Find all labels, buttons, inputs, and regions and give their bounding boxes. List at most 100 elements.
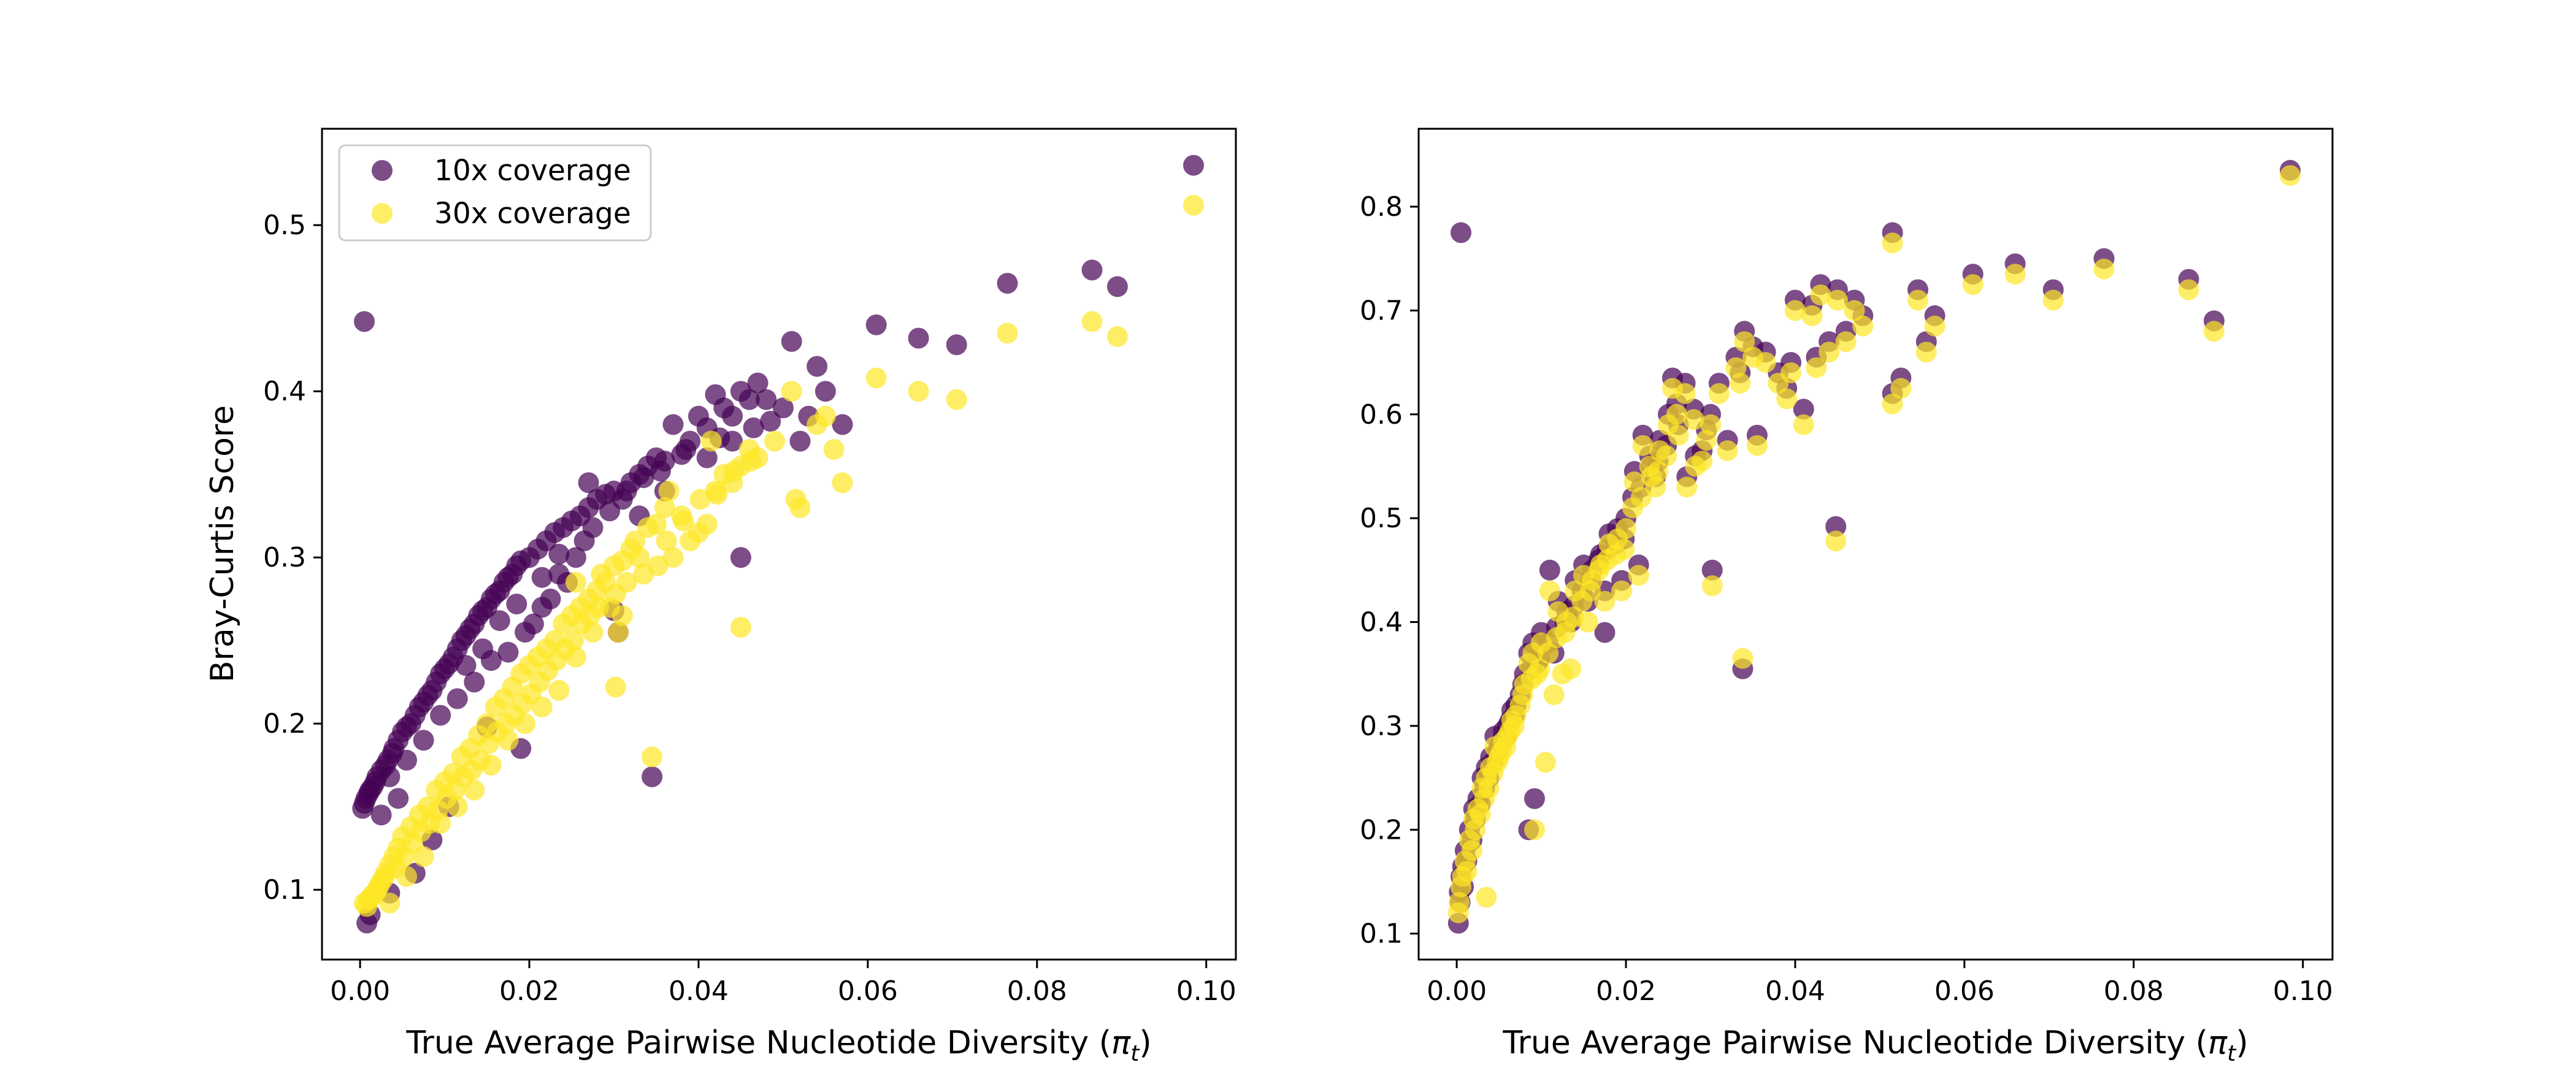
point-30x — [700, 430, 722, 452]
point-10x — [760, 411, 781, 432]
point-30x — [1725, 357, 1747, 378]
point-30x — [1852, 315, 1874, 337]
point-10x — [1701, 559, 1723, 581]
x-tick-label: 0.08 — [1007, 976, 1067, 1007]
legend-marker-10x — [372, 160, 393, 181]
chart-right-points — [1447, 159, 2301, 934]
point-10x — [807, 356, 828, 377]
point-30x — [1810, 284, 1831, 305]
point-30x — [605, 676, 626, 698]
chart-left-y-axis-label: Bray-Curtis Score — [204, 405, 241, 682]
point-30x — [1628, 565, 1649, 586]
chart-left-y-ticks: 0.1 0.2 0.3 0.4 0.5 — [263, 210, 322, 906]
point-10x — [747, 372, 769, 394]
point-30x — [599, 597, 621, 618]
point-10x — [722, 405, 743, 427]
chart-left-x-axis-label-symbol: π — [1111, 1025, 1131, 1061]
legend-frame — [338, 144, 652, 242]
point-30x — [807, 414, 828, 435]
point-10x — [515, 622, 536, 643]
x-tick-label: 0.02 — [499, 976, 559, 1007]
point-30x — [464, 779, 485, 801]
point-30x — [673, 510, 694, 532]
chart-right-y-ticks: 0.1 0.2 0.3 0.4 0.5 0.6 0.7 0.8 — [1360, 191, 1419, 950]
chart-right-axes-frame — [1417, 128, 2334, 961]
y-tick-label: 0.1 — [263, 874, 306, 906]
point-30x — [1503, 715, 1525, 736]
point-10x — [772, 397, 794, 419]
point-30x — [497, 730, 519, 751]
chart-right-x-ticks: 0.00 0.02 0.04 0.06 0.08 0.10 — [1427, 960, 2333, 1007]
point-30x — [1668, 424, 1689, 446]
point-10x — [1106, 276, 1128, 297]
point-10x — [472, 638, 494, 660]
point-30x — [624, 530, 646, 552]
point-30x — [823, 439, 845, 460]
point-30x — [553, 613, 574, 635]
point-10x — [582, 517, 604, 538]
point-30x — [1907, 289, 1928, 311]
y-tick-label: 0.8 — [1360, 191, 1403, 223]
point-30x — [1962, 274, 1984, 296]
point-10x — [675, 439, 697, 460]
point-30x — [1614, 539, 1635, 560]
point-10x — [1793, 399, 1814, 420]
point-30x — [1543, 684, 1565, 706]
point-10x — [1524, 788, 1545, 809]
point-30x — [1632, 435, 1654, 456]
point-30x — [379, 892, 401, 914]
point-30x — [2203, 321, 2225, 342]
point-10x — [548, 543, 570, 565]
point-30x — [723, 460, 745, 482]
point-30x — [485, 697, 506, 718]
point-30x — [785, 489, 807, 510]
point-10x — [662, 414, 684, 435]
point-30x — [1890, 378, 1912, 399]
chart-right: 0.00 0.02 0.04 0.06 0.08 0.10 0.1 0.2 0.3 0.4 0.5… — [1360, 128, 2334, 1066]
point-30x — [1081, 311, 1103, 332]
point-30x — [832, 472, 853, 494]
point-30x — [1647, 460, 1669, 482]
point-10x — [599, 500, 621, 522]
point-10x — [642, 766, 663, 787]
point-30x — [946, 389, 967, 410]
point-30x — [1623, 471, 1645, 492]
point-30x — [1683, 409, 1704, 430]
point-30x — [1768, 373, 1789, 394]
point-30x — [740, 451, 762, 472]
point-30x — [1476, 887, 1497, 908]
point-30x — [1456, 861, 1478, 882]
point-30x — [1611, 580, 1633, 601]
point-30x — [1708, 383, 1730, 404]
point-30x — [1662, 378, 1683, 399]
chart-left-axes-frame — [321, 128, 1237, 961]
point-10x — [1539, 559, 1560, 581]
point-30x — [1806, 357, 1827, 378]
point-10x — [1451, 222, 1471, 243]
point-30x — [1835, 331, 1857, 353]
point-30x — [1594, 590, 1616, 612]
point-30x — [1461, 840, 1482, 861]
point-30x — [689, 489, 711, 510]
point-30x — [1844, 300, 1865, 321]
point-10x — [578, 472, 599, 494]
x-tick-label: 0.04 — [669, 976, 729, 1007]
chart-left-x-axis-label-subscript: t — [1130, 1041, 1140, 1066]
x-tick-label: 0.04 — [1765, 976, 1825, 1007]
point-30x — [2004, 264, 2026, 285]
chart-right-x-axis-label-subscript: t — [2227, 1041, 2237, 1066]
point-10x — [738, 389, 760, 410]
point-30x — [1701, 575, 1723, 597]
point-30x — [565, 646, 586, 668]
point-30x — [662, 547, 684, 568]
point-30x — [430, 812, 451, 834]
point-10x — [1825, 516, 1847, 537]
y-tick-label: 0.5 — [1360, 503, 1403, 534]
point-30x — [1447, 902, 1469, 923]
point-10x — [413, 730, 434, 751]
legend-label-30x: 30x coverage — [434, 197, 631, 231]
chart-right-x-axis-label-close: ) — [2236, 1025, 2248, 1061]
point-10x — [447, 688, 468, 709]
point-10x — [370, 804, 392, 826]
